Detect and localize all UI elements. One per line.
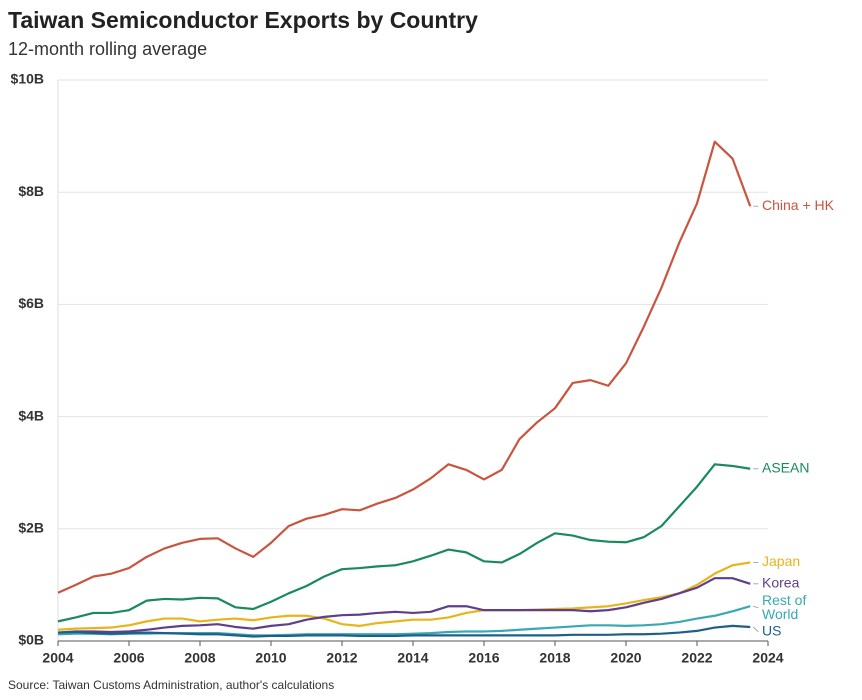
x-tick-label: 2022: [681, 650, 712, 666]
x-tick-label: 2010: [255, 650, 286, 666]
x-tick-label: 2012: [326, 650, 357, 666]
series-label: Japan: [762, 553, 800, 569]
label-leader: [752, 626, 759, 633]
series-label: ASEAN: [762, 459, 809, 475]
x-tick-label: 2020: [610, 650, 641, 666]
y-tick-label: $2B: [18, 520, 44, 536]
series-line: [57, 624, 751, 638]
series-label: Korea: [762, 574, 800, 590]
source-note: Source: Taiwan Customs Administration, a…: [8, 678, 334, 692]
series-line: [57, 577, 751, 634]
x-tick-label: 2004: [42, 650, 73, 666]
x-tick-label: 2014: [397, 650, 428, 666]
x-tick-label: 2008: [184, 650, 215, 666]
series-line: [57, 463, 751, 623]
series-label: US: [762, 622, 781, 638]
label-leader: [753, 605, 759, 609]
x-tick-label: 2024: [752, 650, 783, 666]
x-tick-label: 2018: [539, 650, 570, 666]
series-label: China + HK: [762, 197, 835, 213]
series-label: Rest of World: [762, 591, 806, 621]
y-tick-label: $10B: [11, 71, 44, 87]
y-tick-label: $6B: [18, 295, 44, 311]
series-line: [57, 561, 751, 631]
y-tick-label: $8B: [18, 183, 44, 199]
chart-subtitle: 12-month rolling average: [8, 39, 207, 59]
series-line: [57, 140, 752, 594]
y-tick-label: $0B: [18, 632, 44, 648]
x-tick-label: 2006: [113, 650, 144, 666]
y-tick-label: $4B: [18, 407, 44, 423]
chart-title: Taiwan Semiconductor Exports by Country: [8, 7, 478, 33]
x-tick-label: 2016: [468, 650, 499, 666]
